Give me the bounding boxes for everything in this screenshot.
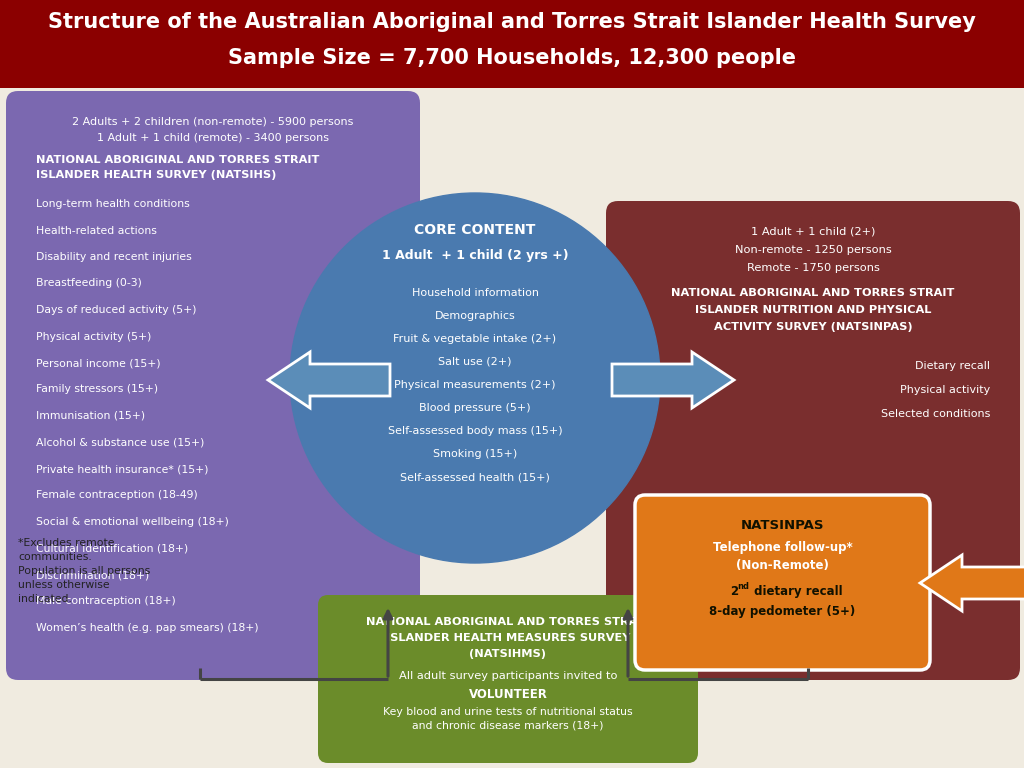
Text: 8-day pedometer (5+): 8-day pedometer (5+) <box>710 605 856 618</box>
Text: 1 Adult + 1 child (remote) - 3400 persons: 1 Adult + 1 child (remote) - 3400 person… <box>97 133 329 143</box>
Text: ISLANDER HEALTH MEASURES SURVEY: ISLANDER HEALTH MEASURES SURVEY <box>386 633 630 643</box>
Text: Breastfeeding (0-3): Breastfeeding (0-3) <box>36 279 142 289</box>
Text: CORE CONTENT: CORE CONTENT <box>415 223 536 237</box>
Text: All adult survey participants invited to: All adult survey participants invited to <box>398 671 617 681</box>
Text: Self-assessed health (15+): Self-assessed health (15+) <box>400 472 550 482</box>
Text: NATSINPAS: NATSINPAS <box>740 519 824 532</box>
Text: Physical activity: Physical activity <box>900 385 990 395</box>
Text: nd: nd <box>737 582 750 591</box>
Text: Blood pressure (5+): Blood pressure (5+) <box>419 403 530 413</box>
Text: 2 Adults + 2 children (non-remote) - 5900 persons: 2 Adults + 2 children (non-remote) - 590… <box>73 117 353 127</box>
Text: Family stressors (15+): Family stressors (15+) <box>36 385 158 395</box>
Text: Remote - 1750 persons: Remote - 1750 persons <box>746 263 880 273</box>
Text: NATIONAL ABORIGINAL AND TORRES STRAIT: NATIONAL ABORIGINAL AND TORRES STRAIT <box>36 155 319 165</box>
Text: Social & emotional wellbeing (18+): Social & emotional wellbeing (18+) <box>36 517 229 527</box>
Text: Disability and recent injuries: Disability and recent injuries <box>36 252 191 262</box>
Text: Sample Size = 7,700 Households, 12,300 people: Sample Size = 7,700 Households, 12,300 p… <box>228 48 796 68</box>
Text: Key blood and urine tests of nutritional status
and chronic disease markers (18+: Key blood and urine tests of nutritional… <box>383 707 633 730</box>
FancyBboxPatch shape <box>318 595 698 763</box>
Text: Non-remote - 1250 persons: Non-remote - 1250 persons <box>734 245 891 255</box>
Polygon shape <box>268 352 390 408</box>
Text: Long-term health conditions: Long-term health conditions <box>36 199 189 209</box>
Text: Personal income (15+): Personal income (15+) <box>36 358 161 368</box>
Text: ACTIVITY SURVEY (NATSINPAS): ACTIVITY SURVEY (NATSINPAS) <box>714 322 912 332</box>
Text: NATIONAL ABORIGINAL AND TORRES STRAIT: NATIONAL ABORIGINAL AND TORRES STRAIT <box>672 288 954 298</box>
Text: ISLANDER NUTRITION AND PHYSICAL: ISLANDER NUTRITION AND PHYSICAL <box>695 305 931 315</box>
Text: Salt use (2+): Salt use (2+) <box>438 357 512 367</box>
Text: Immunisation (15+): Immunisation (15+) <box>36 411 145 421</box>
Text: NATIONAL ABORIGINAL AND TORRES STRAIT: NATIONAL ABORIGINAL AND TORRES STRAIT <box>367 617 649 627</box>
Text: (NATSIHMS): (NATSIHMS) <box>469 649 547 659</box>
FancyBboxPatch shape <box>606 201 1020 680</box>
Text: Dietary recall: Dietary recall <box>915 361 990 371</box>
Text: Selected conditions: Selected conditions <box>881 409 990 419</box>
Text: 2: 2 <box>730 585 738 598</box>
Text: Days of reduced activity (5+): Days of reduced activity (5+) <box>36 305 197 315</box>
Text: Demographics: Demographics <box>434 311 515 321</box>
Text: Fruit & vegetable intake (2+): Fruit & vegetable intake (2+) <box>393 334 557 344</box>
Text: Self-assessed body mass (15+): Self-assessed body mass (15+) <box>388 426 562 436</box>
Text: dietary recall: dietary recall <box>751 585 843 598</box>
Text: Alcohol & substance use (15+): Alcohol & substance use (15+) <box>36 438 205 448</box>
Text: Male contraception (18+): Male contraception (18+) <box>36 597 176 607</box>
Text: Physical measurements (2+): Physical measurements (2+) <box>394 380 556 390</box>
FancyBboxPatch shape <box>6 91 420 680</box>
Text: *Excludes remote
communities.
Population is all persons
unless otherwise
indicat: *Excludes remote communities. Population… <box>18 538 151 604</box>
Text: 1 Adult + 1 child (2+): 1 Adult + 1 child (2+) <box>751 227 876 237</box>
Text: Discrimination (18+): Discrimination (18+) <box>36 570 150 580</box>
Circle shape <box>290 193 660 563</box>
Text: Health-related actions: Health-related actions <box>36 226 157 236</box>
Text: VOLUNTEER: VOLUNTEER <box>469 688 548 701</box>
FancyBboxPatch shape <box>635 495 930 670</box>
Polygon shape <box>612 352 734 408</box>
Polygon shape <box>920 555 1024 611</box>
Text: Private health insurance* (15+): Private health insurance* (15+) <box>36 464 209 474</box>
Text: Smoking (15+): Smoking (15+) <box>433 449 517 459</box>
Text: Telephone follow-up*: Telephone follow-up* <box>713 541 852 554</box>
Text: (Non-Remote): (Non-Remote) <box>736 559 829 572</box>
Text: ISLANDER HEALTH SURVEY (NATSIHS): ISLANDER HEALTH SURVEY (NATSIHS) <box>36 170 276 180</box>
FancyBboxPatch shape <box>0 0 1024 88</box>
Text: Women’s health (e.g. pap smears) (18+): Women’s health (e.g. pap smears) (18+) <box>36 623 259 633</box>
Text: Cultural identification (18+): Cultural identification (18+) <box>36 544 188 554</box>
Text: Physical activity (5+): Physical activity (5+) <box>36 332 152 342</box>
Text: Structure of the Australian Aboriginal and Torres Strait Islander Health Survey: Structure of the Australian Aboriginal a… <box>48 12 976 32</box>
Text: Female contraception (18-49): Female contraception (18-49) <box>36 491 198 501</box>
Text: Household information: Household information <box>412 288 539 298</box>
Text: 1 Adult  + 1 child (2 yrs +): 1 Adult + 1 child (2 yrs +) <box>382 250 568 263</box>
